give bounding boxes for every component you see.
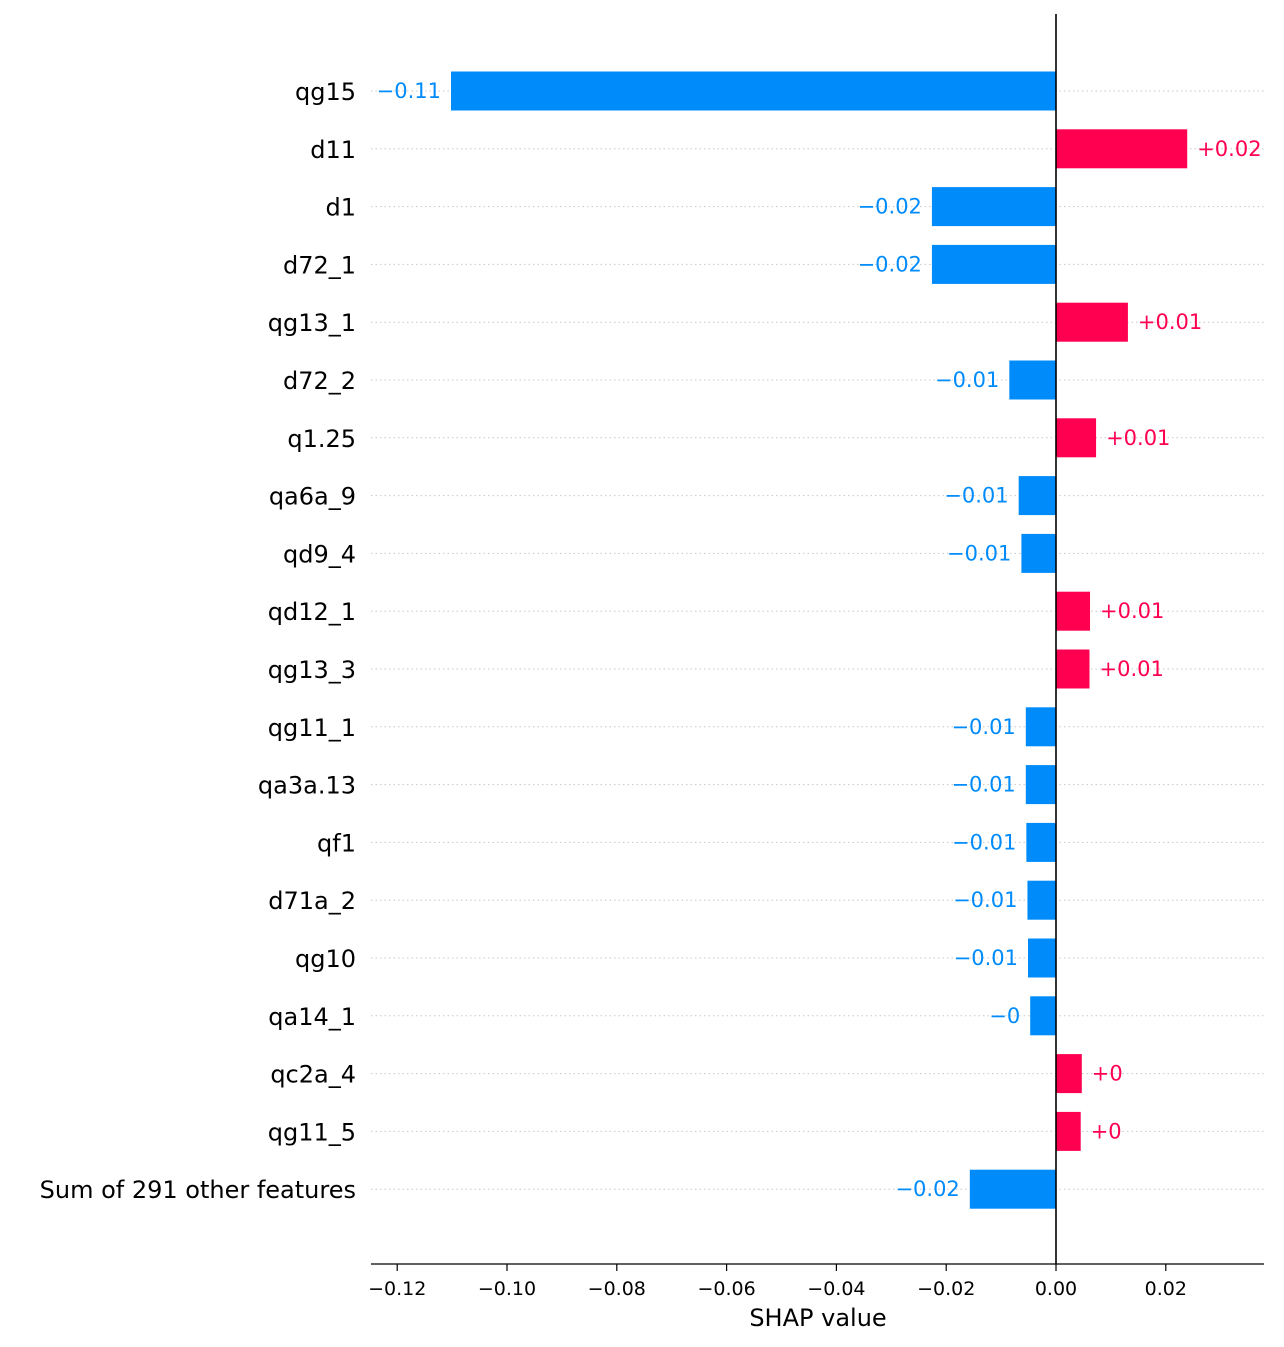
value-label-qg15: −0.11 bbox=[377, 79, 441, 103]
bar-qg15 bbox=[451, 71, 1056, 111]
bars bbox=[451, 71, 1188, 1209]
value-labels: −0.11 +0.02 −0.02 −0.02 +0.01 −0.01 +0.01 −0.01… bbox=[377, 79, 1262, 1201]
bar-qd12-1 bbox=[1056, 591, 1091, 631]
value-label-d1: −0.02 bbox=[858, 195, 922, 219]
bar-d72-2 bbox=[1009, 360, 1056, 400]
value-label-qg10: −0.01 bbox=[954, 946, 1018, 970]
bar-qg11-1 bbox=[1025, 707, 1056, 747]
value-label-d11: +0.02 bbox=[1197, 137, 1261, 161]
x-axis: SHAP value −0.12 −0.10 −0.08 −0.06 −0.04 −0.0… bbox=[368, 14, 1264, 1332]
feature-label-qc2a-4: qc2a_4 bbox=[270, 1061, 356, 1089]
value-label-qg13-3: +0.01 bbox=[1099, 657, 1163, 681]
value-label-d71a-2: −0.01 bbox=[953, 888, 1017, 912]
x-tick-label: 0.02 bbox=[1145, 1278, 1187, 1300]
feature-label-d1: d1 bbox=[325, 194, 356, 222]
feature-label-qd9-4: qd9_4 bbox=[283, 540, 356, 568]
bar-qg11-5 bbox=[1056, 1111, 1081, 1151]
x-tick-label: −0.10 bbox=[478, 1278, 536, 1300]
bar-d11 bbox=[1056, 129, 1188, 169]
value-label-qg11-1: −0.01 bbox=[951, 715, 1015, 739]
x-tick-label: −0.04 bbox=[807, 1278, 865, 1300]
value-label-qd9-4: −0.01 bbox=[947, 541, 1011, 565]
bar-sum-of-291-other-features bbox=[969, 1169, 1056, 1209]
value-label-qg13-1: +0.01 bbox=[1138, 310, 1202, 334]
feature-label-qg13-3: qg13_3 bbox=[268, 656, 356, 684]
feature-label-qg11-1: qg11_1 bbox=[268, 714, 356, 742]
feature-labels: qg15 d11 d1 d72_1 qg13_1 d72_2 q1.25 qa6a_9 qd9_… bbox=[40, 78, 356, 1204]
value-label-qf1: −0.01 bbox=[952, 830, 1016, 854]
feature-label-qd12-1: qd12_1 bbox=[268, 598, 356, 626]
x-tick-label: 0.00 bbox=[1035, 1278, 1077, 1300]
x-axis-title: SHAP value bbox=[749, 1304, 886, 1332]
bar-qa3a-13 bbox=[1025, 765, 1056, 805]
feature-label-qa6a-9: qa6a_9 bbox=[269, 483, 356, 511]
feature-label-qg11-5: qg11_5 bbox=[268, 1118, 356, 1146]
bar-qf1 bbox=[1026, 822, 1056, 862]
x-tick-label: −0.12 bbox=[368, 1278, 426, 1300]
bar-qa14-1 bbox=[1030, 996, 1056, 1036]
feature-label-d72-2: d72_2 bbox=[283, 367, 356, 395]
bar-d71a-2 bbox=[1027, 880, 1056, 920]
feature-label-qf1: qf1 bbox=[317, 829, 356, 857]
bar-qg10 bbox=[1028, 938, 1056, 978]
value-label-qc2a-4: +0 bbox=[1092, 1062, 1123, 1086]
x-tick-label: −0.02 bbox=[917, 1278, 975, 1300]
feature-label-d72-1: d72_1 bbox=[283, 251, 356, 279]
feature-label-qa3a-13: qa3a.13 bbox=[258, 772, 356, 800]
bar-qa6a-9 bbox=[1018, 476, 1056, 516]
x-tick-label: −0.08 bbox=[588, 1278, 646, 1300]
value-label-qd12-1: +0.01 bbox=[1100, 599, 1164, 623]
bar-qd9-4 bbox=[1021, 533, 1056, 573]
feature-label-qg10: qg10 bbox=[295, 945, 356, 973]
bar-qc2a-4 bbox=[1056, 1054, 1082, 1094]
value-label-qa14-1: −0 bbox=[989, 1004, 1020, 1028]
feature-label-q1-25: q1.25 bbox=[287, 425, 356, 453]
feature-label-d71a-2: d71a_2 bbox=[268, 887, 356, 915]
feature-label-qa14-1: qa14_1 bbox=[268, 1003, 356, 1031]
value-label-d72-1: −0.02 bbox=[858, 252, 922, 276]
x-tick-label: −0.06 bbox=[697, 1278, 755, 1300]
value-label-sum-of-291-other-features: −0.02 bbox=[895, 1177, 959, 1201]
bar-d1 bbox=[931, 187, 1056, 227]
feature-label-qg15: qg15 bbox=[295, 78, 356, 106]
bar-q1-25 bbox=[1056, 418, 1097, 458]
value-label-qg11-5: +0 bbox=[1091, 1119, 1122, 1143]
value-label-d72-2: −0.01 bbox=[935, 368, 999, 392]
feature-label-qg13-1: qg13_1 bbox=[268, 309, 356, 337]
bar-qg13-3 bbox=[1056, 649, 1090, 689]
feature-label-sum-of-291-other-features: Sum of 291 other features bbox=[40, 1176, 356, 1204]
value-label-qa3a-13: −0.01 bbox=[951, 773, 1015, 797]
value-label-q1-25: +0.01 bbox=[1106, 426, 1170, 450]
feature-label-d11: d11 bbox=[310, 136, 356, 164]
bar-d72-1 bbox=[931, 244, 1056, 284]
bar-qg13-1 bbox=[1056, 302, 1128, 342]
grid-lines bbox=[371, 90, 1264, 1190]
value-label-qa6a-9: −0.01 bbox=[944, 484, 1008, 508]
